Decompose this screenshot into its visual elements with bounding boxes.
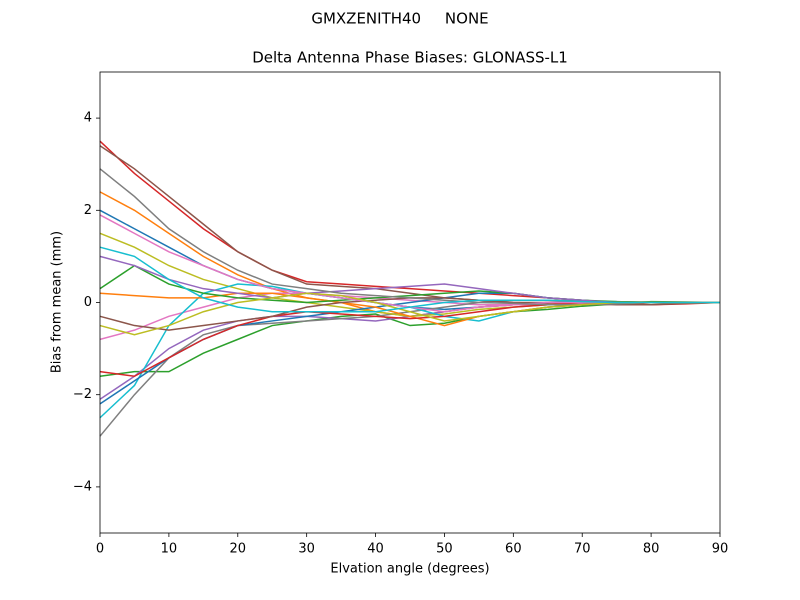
x-tick-label: 30	[298, 542, 315, 557]
x-tick-label: 60	[505, 542, 522, 557]
y-tick-label: 0	[84, 295, 92, 310]
x-tick-label: 80	[643, 542, 660, 557]
x-tick-label: 70	[574, 542, 591, 557]
y-tick-label: 4	[84, 111, 92, 126]
y-tick-label: 2	[84, 203, 92, 218]
y-tick-label: −4	[73, 479, 92, 494]
x-tick-label: 0	[96, 542, 104, 557]
x-tick-label: 40	[367, 542, 384, 557]
series-line	[99, 168, 720, 306]
y-axis-label: Bias from mean (mm)	[50, 231, 65, 373]
chart-title: Delta Antenna Phase Biases: GLONASS-L1	[252, 49, 568, 67]
x-tick-label: 50	[436, 542, 453, 557]
series-line	[99, 145, 721, 306]
x-axis-label: Elvation angle (degrees)	[330, 562, 489, 577]
x-tick-label: 90	[712, 542, 729, 557]
y-tick-label: −2	[73, 387, 92, 402]
series-line	[99, 264, 720, 304]
x-tick-label: 10	[161, 542, 178, 557]
series-line	[99, 246, 720, 313]
x-tick-label: 20	[230, 542, 247, 557]
suptitle: GMXZENITH40 NONE	[311, 10, 488, 28]
